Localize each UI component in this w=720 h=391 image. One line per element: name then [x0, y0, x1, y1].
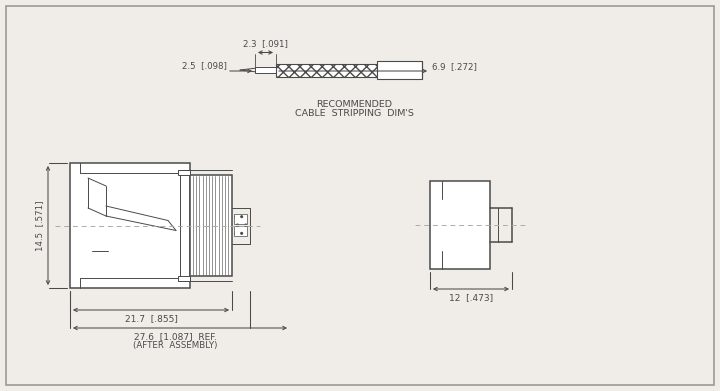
Text: 21.7  [.855]: 21.7 [.855] [125, 314, 177, 323]
Text: 6.9  [.272]: 6.9 [.272] [432, 63, 477, 72]
Bar [70, 163, 190, 288]
Text: 2.5  [.098]: 2.5 [.098] [182, 61, 227, 70]
Bar [190, 175, 232, 276]
Text: 12  [.473]: 12 [.473] [449, 293, 493, 302]
Bar [377, 61, 422, 79]
Bar [255, 67, 276, 73]
Text: 14.5  [.571]: 14.5 [.571] [35, 200, 44, 251]
Bar [178, 170, 190, 175]
Text: (AFTER  ASSEMBLY): (AFTER ASSEMBLY) [132, 341, 217, 350]
Bar [430, 181, 490, 269]
Text: RECOMMENDED: RECOMMENDED [316, 100, 392, 109]
Bar [234, 226, 247, 235]
Bar [234, 213, 247, 224]
Text: CABLE  STRIPPING  DIM'S: CABLE STRIPPING DIM'S [294, 109, 413, 118]
Text: 27.6  [1.087]  REF.: 27.6 [1.087] REF. [134, 332, 217, 341]
Bar [178, 276, 190, 281]
Bar [276, 63, 377, 77]
Text: 2.3  [.091]: 2.3 [.091] [243, 39, 288, 48]
